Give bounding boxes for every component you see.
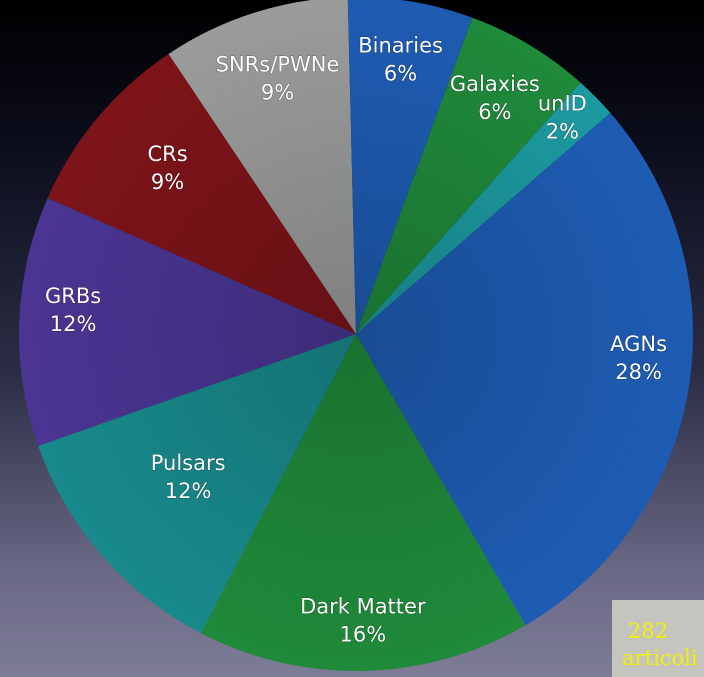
- article-count-number: 282: [628, 619, 669, 643]
- slice-label-binaries: Binaries 6%: [358, 34, 443, 86]
- slice-label-dark-matter: Dark Matter 16%: [300, 595, 426, 647]
- slice-label-unid: unID 2%: [538, 92, 587, 144]
- pie-shading: [19, 0, 693, 671]
- slice-label-agns: AGNs 28%: [610, 332, 667, 384]
- slice-label-galaxies: Galaxies 6%: [450, 72, 540, 124]
- slice-label-crs: CRs 9%: [147, 142, 187, 194]
- slice-label-pulsars: Pulsars 12%: [151, 451, 226, 503]
- article-count-word: articoli: [622, 646, 698, 670]
- slice-label-snrs-pwne: SNRs/PWNe 9%: [216, 53, 340, 105]
- article-count-box: 282 articoli: [612, 600, 704, 677]
- slice-label-grbs: GRBs 12%: [45, 284, 101, 336]
